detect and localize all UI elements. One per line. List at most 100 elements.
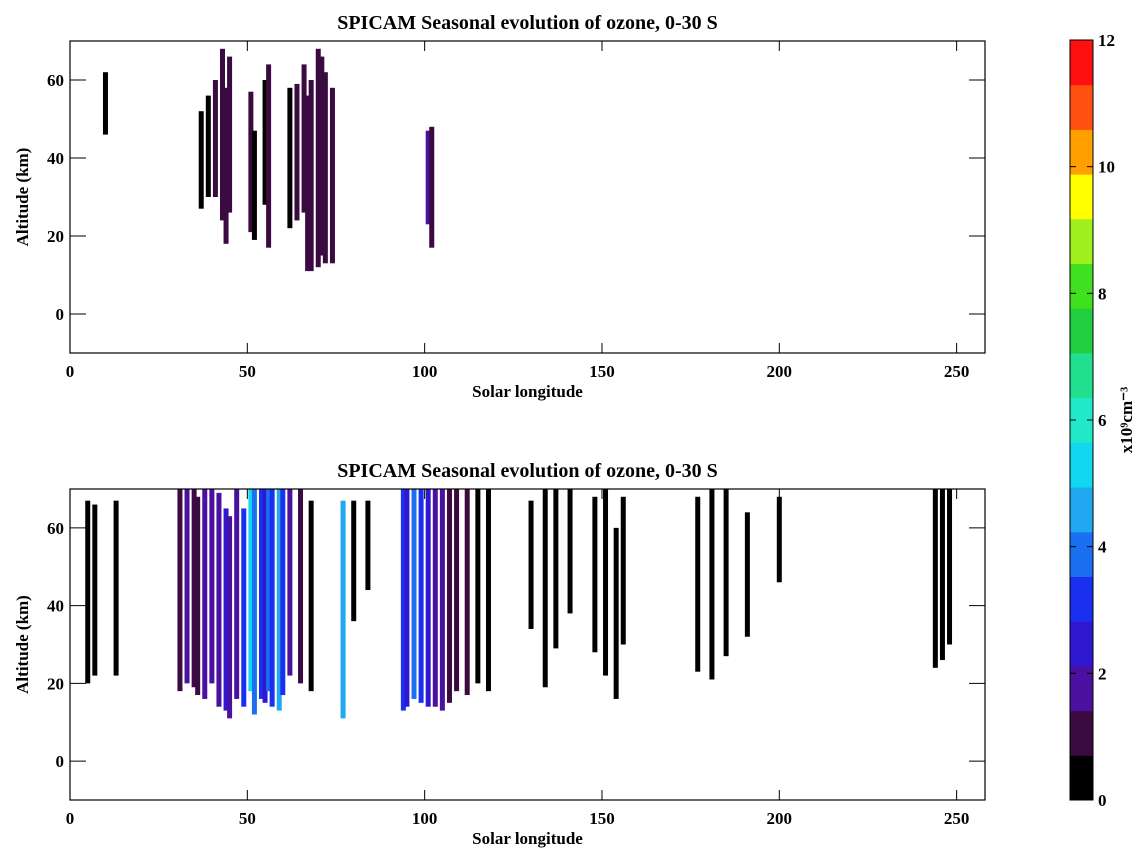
profile-column xyxy=(223,508,229,711)
x-tick-label: 0 xyxy=(66,809,75,828)
profile-column xyxy=(262,489,268,703)
profile-column xyxy=(446,489,452,703)
colorbar-band xyxy=(1070,665,1093,712)
profile-column xyxy=(620,496,626,645)
profile-column xyxy=(216,492,222,707)
profile-column xyxy=(351,500,357,622)
profile-column xyxy=(939,489,945,661)
x-tick-label: 200 xyxy=(767,362,793,381)
y-tick-label: 20 xyxy=(47,227,64,246)
profile-column xyxy=(308,80,314,272)
x-tick-label: 200 xyxy=(767,809,793,828)
profile-column xyxy=(947,489,953,645)
colorbar-tick-label: 2 xyxy=(1098,664,1107,683)
x-tick-label: 150 xyxy=(589,809,615,828)
profile-column xyxy=(553,489,559,649)
profile-column xyxy=(744,512,750,637)
profile-column xyxy=(198,111,204,209)
profile-column xyxy=(418,489,424,703)
plot-frame xyxy=(69,488,986,801)
profile-column xyxy=(776,496,782,583)
profile-column xyxy=(695,496,701,672)
profile-column xyxy=(212,80,218,197)
x-tick-label: 100 xyxy=(412,362,438,381)
profile-column xyxy=(723,489,729,657)
profile-column xyxy=(266,64,272,248)
profile-column xyxy=(340,500,346,719)
profile-column xyxy=(234,489,240,699)
profile-column xyxy=(709,489,715,680)
profile-column xyxy=(319,56,325,256)
profile-column xyxy=(280,489,286,696)
profile-column xyxy=(305,95,311,272)
colorbar-band xyxy=(1070,308,1093,354)
colorbar-band xyxy=(1070,397,1093,443)
x-tick-label: 0 xyxy=(66,362,75,381)
y-tick-label: 0 xyxy=(56,305,65,324)
profile-column xyxy=(248,489,254,692)
colorbar-band xyxy=(1070,129,1093,175)
colorbar-tick-label: 10 xyxy=(1098,158,1115,177)
x-tick-label: 250 xyxy=(944,362,970,381)
y-tick-label: 60 xyxy=(47,519,64,538)
profile-column xyxy=(425,489,431,707)
profile-column xyxy=(603,489,609,676)
profile-column xyxy=(404,489,410,707)
profile-column xyxy=(932,489,938,668)
profile-column xyxy=(425,130,431,225)
profile-column xyxy=(276,489,282,711)
chart-title: SPICAM Seasonal evolution of ozone, 0-30… xyxy=(337,460,718,482)
profile-column xyxy=(223,87,229,244)
colorbar-band xyxy=(1070,531,1093,577)
profile-column xyxy=(464,489,470,696)
y-tick-label: 20 xyxy=(47,674,64,693)
x-tick-label: 50 xyxy=(239,362,256,381)
profile-column xyxy=(184,489,190,684)
profile-column xyxy=(191,489,197,688)
profile-column xyxy=(209,489,215,684)
profile-column xyxy=(266,489,272,692)
x-tick-label: 100 xyxy=(412,809,438,828)
colorbar-band xyxy=(1070,710,1093,756)
profile-column xyxy=(365,500,371,591)
plot-frame xyxy=(69,40,986,354)
colorbar-band xyxy=(1070,487,1093,533)
profile-column xyxy=(251,130,257,240)
colorbar-band xyxy=(1070,84,1093,130)
profile-column xyxy=(454,489,460,692)
colorbar-band xyxy=(1070,621,1093,667)
profile-column xyxy=(227,516,233,719)
y-tick-label: 40 xyxy=(47,149,64,168)
colorbar-band xyxy=(1070,40,1093,86)
colorbar-tick-label: 6 xyxy=(1098,411,1107,430)
profile-column xyxy=(613,527,619,699)
colorbar-band xyxy=(1070,352,1093,399)
profile-column xyxy=(251,489,257,715)
profile-column xyxy=(195,496,201,696)
y-tick-label: 40 xyxy=(47,597,64,616)
profile-column xyxy=(269,489,275,707)
profile-column xyxy=(542,489,548,688)
profile-column xyxy=(248,91,254,233)
profile-column xyxy=(287,489,293,676)
colorbar-label: x10⁹cm⁻³ xyxy=(1117,387,1136,453)
profile-column xyxy=(202,489,208,699)
y-axis-label: Altitude (km) xyxy=(13,595,32,694)
profile-column xyxy=(322,72,328,264)
profile-column xyxy=(92,504,98,676)
colorbar-band xyxy=(1070,442,1093,488)
x-tick-label: 250 xyxy=(944,809,970,828)
profile-column xyxy=(485,489,491,692)
profile-column xyxy=(177,489,183,692)
profile-column xyxy=(102,72,108,135)
colorbar-band xyxy=(1070,576,1093,622)
profile-column xyxy=(227,56,233,213)
profile-column xyxy=(475,489,481,684)
profile-column xyxy=(298,489,304,684)
profile-column xyxy=(220,48,225,221)
profile-column xyxy=(259,489,265,699)
colorbar-tick-label: 0 xyxy=(1098,791,1107,810)
profile-column xyxy=(262,80,268,205)
colorbar-band xyxy=(1070,218,1093,265)
